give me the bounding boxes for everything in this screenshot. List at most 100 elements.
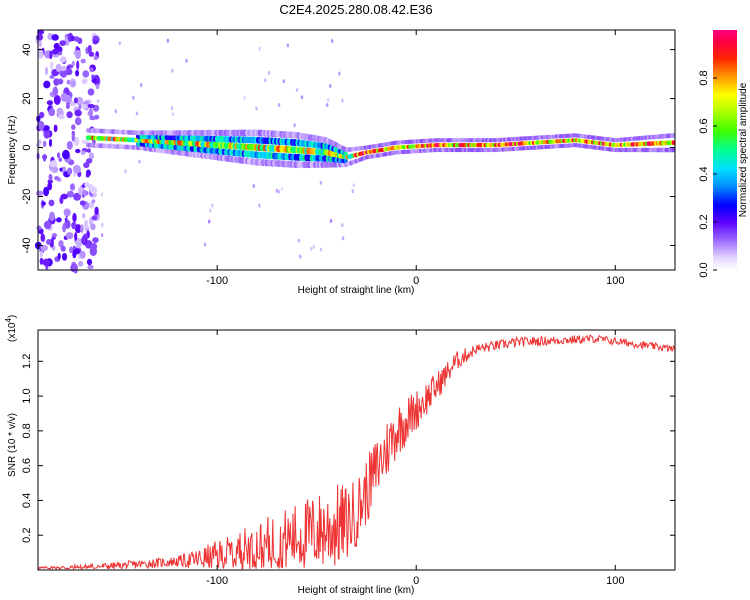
spectrogram-noise-cell bbox=[264, 78, 267, 83]
spectrogram-noise-cell bbox=[83, 162, 90, 169]
spectrogram-noise-cell bbox=[341, 236, 345, 241]
spectrogram-noise-cell bbox=[43, 186, 50, 197]
spectrogram-noise-cell bbox=[70, 35, 76, 42]
spectrogram-noise-cell bbox=[243, 95, 246, 100]
spectrogram-noise-cell bbox=[66, 111, 73, 119]
spectrogram-noise-cell bbox=[57, 51, 63, 56]
spectrogram-noise-cell bbox=[286, 43, 290, 48]
spectrogram-noise-cell bbox=[258, 203, 261, 208]
spectrogram-noise-cell bbox=[118, 41, 122, 46]
spectrogram-noise-cell bbox=[39, 257, 44, 265]
colorbar-tick-label: 0.8 bbox=[698, 70, 710, 85]
spectrogram-noise-cell bbox=[171, 68, 174, 73]
spectrogram-noise-cell bbox=[87, 88, 95, 96]
spectrogram-noise-cell bbox=[100, 233, 104, 238]
spectrogram-noise-cell bbox=[43, 80, 51, 89]
spectrogram-noise-cell bbox=[55, 63, 62, 73]
spectrogram-noise-cell bbox=[327, 98, 330, 102]
spectrogram-noise-cell bbox=[57, 78, 64, 85]
snr-ytick-label: 0.2 bbox=[21, 528, 33, 543]
spectrogram-noise-cell bbox=[82, 235, 86, 244]
snr-ytick-label: 1.0 bbox=[21, 388, 33, 403]
spectrogram-noise-cell bbox=[36, 190, 44, 196]
spectrogram-noise-cell bbox=[56, 217, 62, 223]
spectrogram-noise-cell bbox=[48, 138, 53, 147]
spectrogram-noise-cell bbox=[58, 157, 62, 162]
spectrogram-noise-cell bbox=[38, 139, 42, 144]
spectrogram-noise-cell bbox=[37, 47, 43, 53]
spectrogram-noise-cell bbox=[49, 160, 58, 168]
spectrogram-noise-cell bbox=[36, 34, 44, 41]
spectrogram-noise-cell bbox=[42, 140, 47, 148]
spectrogram-noise-cell bbox=[89, 115, 96, 121]
spectrogram-noise-cell bbox=[82, 70, 90, 78]
spectrogram-noise-cell bbox=[54, 176, 60, 181]
spectrogram-noise-cell bbox=[89, 67, 94, 73]
snr-ytick-label: 1.2 bbox=[21, 354, 33, 369]
spectrogram-band-cell bbox=[343, 150, 348, 156]
spectrogram-noise-cell bbox=[80, 224, 84, 234]
spectrogram-noise-cell bbox=[71, 60, 75, 67]
spectrogram-noise-cell bbox=[88, 152, 94, 161]
spectrogram-noise-cell bbox=[82, 213, 86, 219]
spectrogram-noise-cell bbox=[36, 225, 42, 231]
spectrogram-noise-cell bbox=[331, 39, 334, 43]
spectrogram-noise-cell bbox=[341, 223, 344, 228]
spectrogram-noise-cell bbox=[95, 84, 100, 90]
spectrogram-noise-cell bbox=[71, 221, 77, 230]
spectrogram-noise-cell bbox=[319, 247, 323, 252]
spectrogram-noise-cell bbox=[47, 182, 53, 191]
spectrogram-noise-cell bbox=[295, 88, 299, 93]
snr-series-line bbox=[37, 334, 676, 571]
spectrogram-noise-cell bbox=[90, 186, 98, 195]
snr-panel: -100 0 100 0.2 0.4 0.6 0.8 1.0 1.2 Height of str… bbox=[4, 315, 676, 596]
colorbar-ticks: 0.0 0.2 0.4 0.6 0.8 bbox=[698, 70, 717, 278]
spectrogram-ytick-label: -20 bbox=[21, 189, 33, 205]
spectrogram-noise-cell bbox=[87, 44, 92, 54]
spectrogram-noise-cell bbox=[78, 104, 82, 110]
spectrogram-noise-cell bbox=[57, 252, 61, 260]
spectrogram-noise-cell bbox=[63, 208, 71, 217]
spectrogram-noise-cell bbox=[39, 250, 44, 258]
spectrogram-noise-cell bbox=[53, 124, 58, 133]
spectrogram-noise-cell bbox=[297, 238, 300, 243]
spectrogram-noise-cell bbox=[49, 74, 55, 79]
spectrogram-noise-cell bbox=[87, 104, 95, 108]
spectrogram-noise-cell bbox=[42, 258, 50, 266]
spectrogram-noise-cell bbox=[48, 108, 56, 117]
spectrogram-noise-cell bbox=[166, 38, 170, 43]
spectrogram-noise-cell bbox=[135, 111, 139, 116]
spectrogram-noise-cell bbox=[82, 189, 88, 197]
spectrogram-noise-cell bbox=[81, 139, 89, 144]
spectrogram-noise-cell bbox=[49, 50, 53, 60]
spectrogram-noise-cell bbox=[40, 244, 49, 252]
spectrogram-noise-cell bbox=[65, 68, 73, 76]
spectrogram-noise-cell bbox=[71, 124, 76, 130]
spectrogram-noise-cell bbox=[73, 136, 80, 147]
spectrogram-noise-cell bbox=[76, 96, 84, 106]
spectrogram-noise-cell bbox=[61, 253, 68, 261]
spectrogram-noise-cell bbox=[59, 56, 67, 63]
spectrogram-noise-cell bbox=[86, 258, 93, 266]
snr-xtick-label: 100 bbox=[606, 575, 624, 587]
spectrogram-noise-cell bbox=[170, 106, 174, 111]
snr-ylabel: SNR (10 * v/v) bbox=[7, 413, 18, 477]
spectrogram-noise-cell bbox=[91, 74, 95, 80]
spectrogram-noise-cell bbox=[84, 181, 90, 188]
spectrogram-noise-cell bbox=[293, 123, 296, 128]
snr-frame bbox=[37, 329, 676, 571]
spectrogram-noise-cell bbox=[94, 206, 99, 216]
spectrogram-panel: -100 0 100 -40 -20 0 20 40 Height of straight l… bbox=[7, 29, 676, 296]
spectrogram-noise-cell bbox=[100, 192, 104, 197]
spectrogram-noise-cell bbox=[59, 196, 64, 204]
spectrogram-noise-cell bbox=[39, 111, 45, 119]
spectrogram-noise-cell bbox=[140, 83, 143, 87]
spectrogram-noise-cell bbox=[75, 49, 81, 60]
spectrogram-noise-cell bbox=[211, 203, 214, 208]
colorbar-gradient bbox=[713, 30, 737, 270]
spectrogram-noise-cell bbox=[49, 211, 55, 222]
spectrogram-noise-cell bbox=[81, 78, 88, 85]
spectrogram-noise-cell bbox=[79, 250, 86, 259]
spectrogram-noise-cell bbox=[67, 167, 73, 175]
